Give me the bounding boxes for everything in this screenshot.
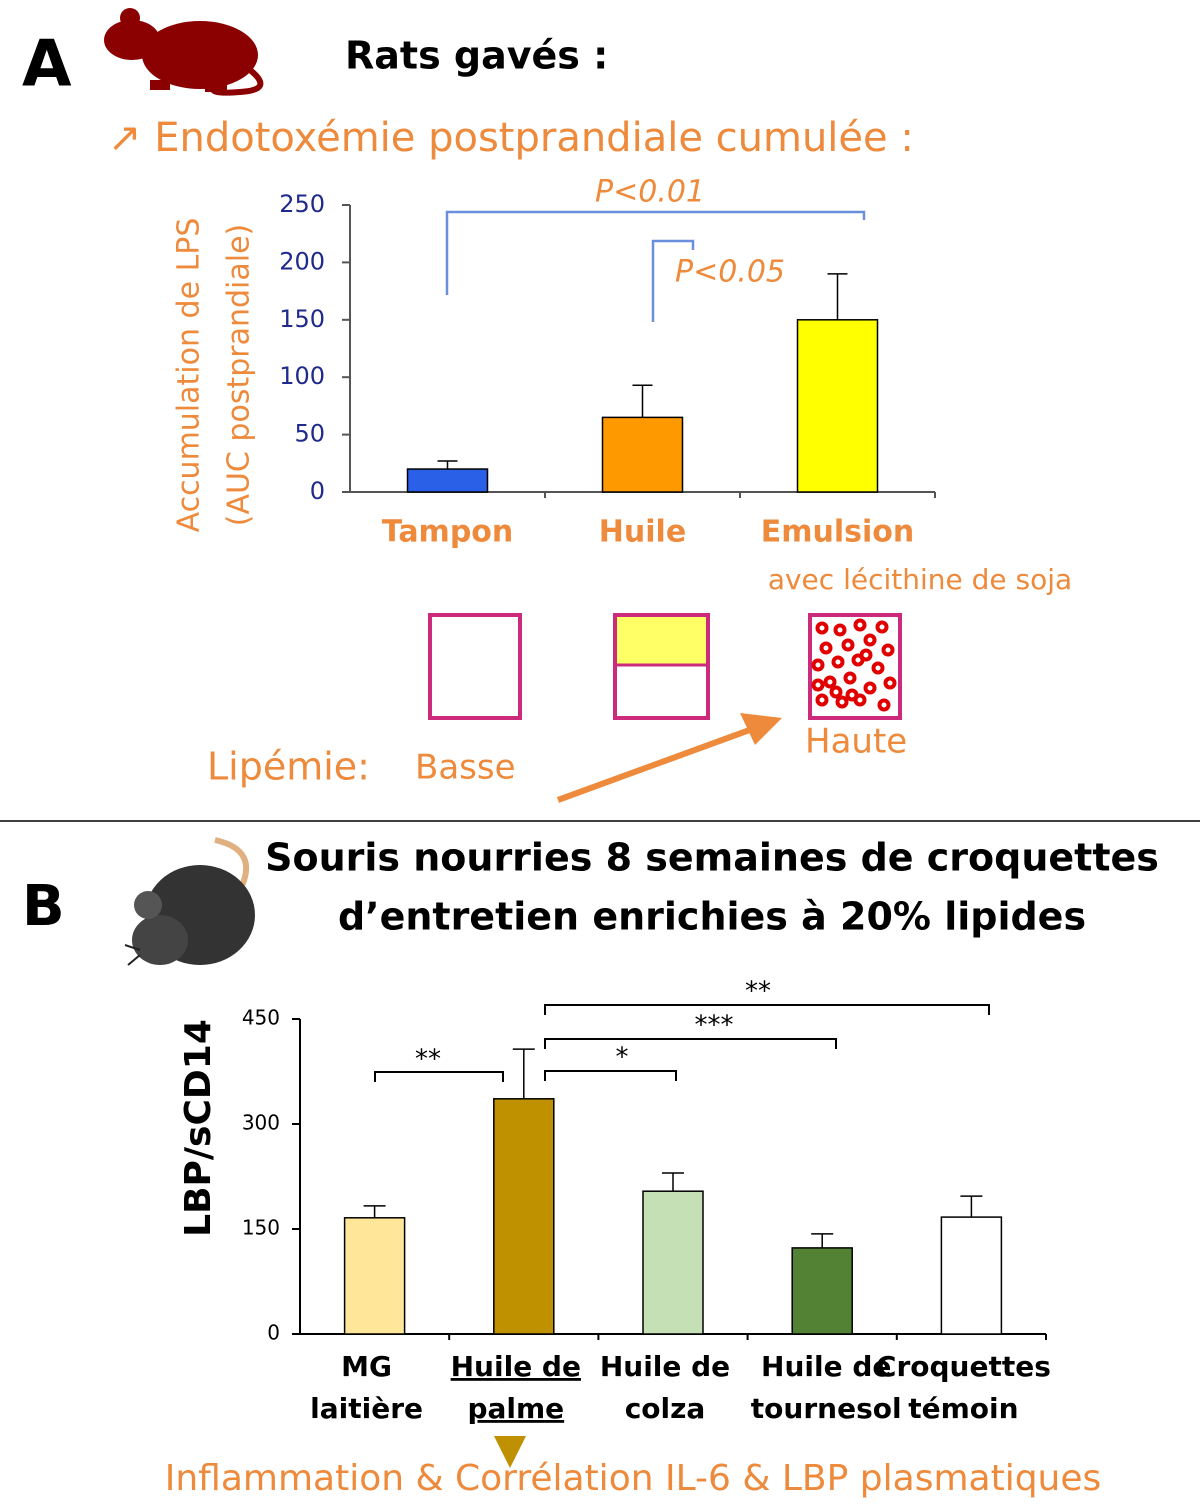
significance-bracket — [544, 1070, 677, 1081]
annotation: P<0.05 — [675, 255, 785, 290]
y-axis-label: Accumulation de LPS — [172, 218, 207, 533]
subheading: ↗ Endotoxémie postprandiale cumulée : — [108, 115, 914, 161]
arrow-shaft — [556, 725, 757, 803]
heading: d’entretien enrichies à 20% lipides — [338, 895, 1086, 939]
x-tick-label: Emulsion — [761, 515, 915, 550]
lipemia-low: Basse — [415, 748, 516, 788]
category-note: avec lécithine de soja — [768, 563, 1072, 596]
panel-label: A — [22, 28, 72, 102]
y-axis-label: (AUC postprandiale) — [222, 224, 257, 527]
rat-icon — [104, 8, 264, 96]
droplet — [883, 676, 897, 690]
droplet — [833, 623, 847, 637]
x-tick-label: colza — [625, 1392, 706, 1425]
droplet — [841, 638, 855, 652]
y-tick-label: 150 — [242, 1216, 280, 1240]
significance-bracket — [445, 210, 866, 295]
y-tick-label: 0 — [310, 477, 325, 505]
significance-bracket — [544, 1038, 837, 1049]
y-tick-label: 150 — [279, 305, 325, 333]
bar — [343, 1217, 406, 1335]
error-bar — [827, 273, 848, 320]
error-bar — [632, 384, 653, 418]
droplet — [811, 678, 825, 692]
error-bar — [960, 1195, 983, 1218]
droplet — [815, 693, 829, 707]
box-low — [428, 613, 522, 720]
footer: Inflammation & Corrélation IL-6 & LBP pl… — [165, 1458, 1102, 1499]
x-tick-label: laitière — [310, 1392, 423, 1425]
y-tick-label: 450 — [242, 1006, 280, 1030]
bar — [642, 1190, 704, 1335]
droplet — [835, 695, 849, 709]
x-tick-label: MG — [341, 1350, 392, 1383]
droplet — [863, 633, 877, 647]
droplet — [877, 698, 891, 712]
heading: Rats gavés : — [345, 34, 608, 78]
lipemia-label: Lipémie: — [207, 745, 370, 789]
y-tick-label: 100 — [279, 362, 325, 390]
y-tick-label: 250 — [279, 190, 325, 218]
annotation: P<0.01 — [595, 175, 705, 210]
error-bar — [437, 460, 458, 470]
significance-bracket — [651, 239, 695, 322]
x-tick-label: Huile de — [761, 1350, 891, 1383]
droplet — [819, 641, 833, 655]
droplet — [845, 688, 859, 702]
annotation: * — [616, 1043, 629, 1073]
bar — [796, 319, 879, 493]
droplet — [815, 621, 829, 635]
x-tick-label: témoin — [908, 1392, 1018, 1425]
annotation: *** — [695, 1011, 734, 1041]
x-tick-label: Croquettes — [876, 1350, 1051, 1383]
x-tick-label: Huile de — [451, 1350, 581, 1383]
error-bar — [512, 1048, 535, 1099]
annotation: ** — [745, 977, 771, 1007]
heading: Souris nourries 8 semaines de croquettes — [265, 836, 1159, 880]
error-bar — [363, 1205, 386, 1218]
annotation: ** — [415, 1045, 441, 1075]
y-tick-label: 50 — [294, 420, 325, 448]
droplet — [871, 661, 885, 675]
droplet — [831, 655, 845, 669]
emulsion-droplets — [811, 618, 897, 712]
x-tick-label: tournesol — [751, 1392, 902, 1425]
pointer-triangle — [494, 1436, 526, 1468]
significance-bracket — [544, 1004, 990, 1015]
arrow-head — [740, 713, 782, 745]
droplet — [881, 643, 895, 657]
y-tick-label: 0 — [267, 1321, 280, 1345]
x-tick-label: palme — [467, 1392, 564, 1425]
y-tick-label: 300 — [242, 1111, 280, 1135]
x-tick-label: Tampon — [382, 515, 514, 550]
droplet — [823, 675, 837, 689]
bar — [493, 1098, 555, 1335]
droplet — [811, 658, 825, 672]
panel-label: B — [22, 874, 65, 939]
mouse-icon — [124, 837, 255, 966]
droplet — [875, 620, 889, 634]
bar — [940, 1216, 1003, 1335]
y-axis-label: LBP/sCD14 — [178, 1019, 219, 1237]
droplet — [829, 685, 843, 699]
error-bar — [811, 1233, 834, 1248]
lipemia-high: Haute — [805, 722, 907, 762]
bar — [791, 1247, 853, 1335]
bar — [601, 416, 684, 493]
x-tick-label: Huile — [599, 515, 686, 550]
box-oil-layer — [615, 615, 708, 665]
droplet — [863, 681, 877, 695]
droplet — [843, 671, 857, 685]
y-tick-label: 200 — [279, 247, 325, 275]
significance-bracket — [374, 1071, 504, 1082]
x-tick-label: Huile de — [600, 1350, 730, 1383]
bar — [406, 468, 489, 493]
droplet — [859, 648, 873, 662]
error-bar — [662, 1172, 684, 1192]
droplet — [853, 618, 867, 632]
